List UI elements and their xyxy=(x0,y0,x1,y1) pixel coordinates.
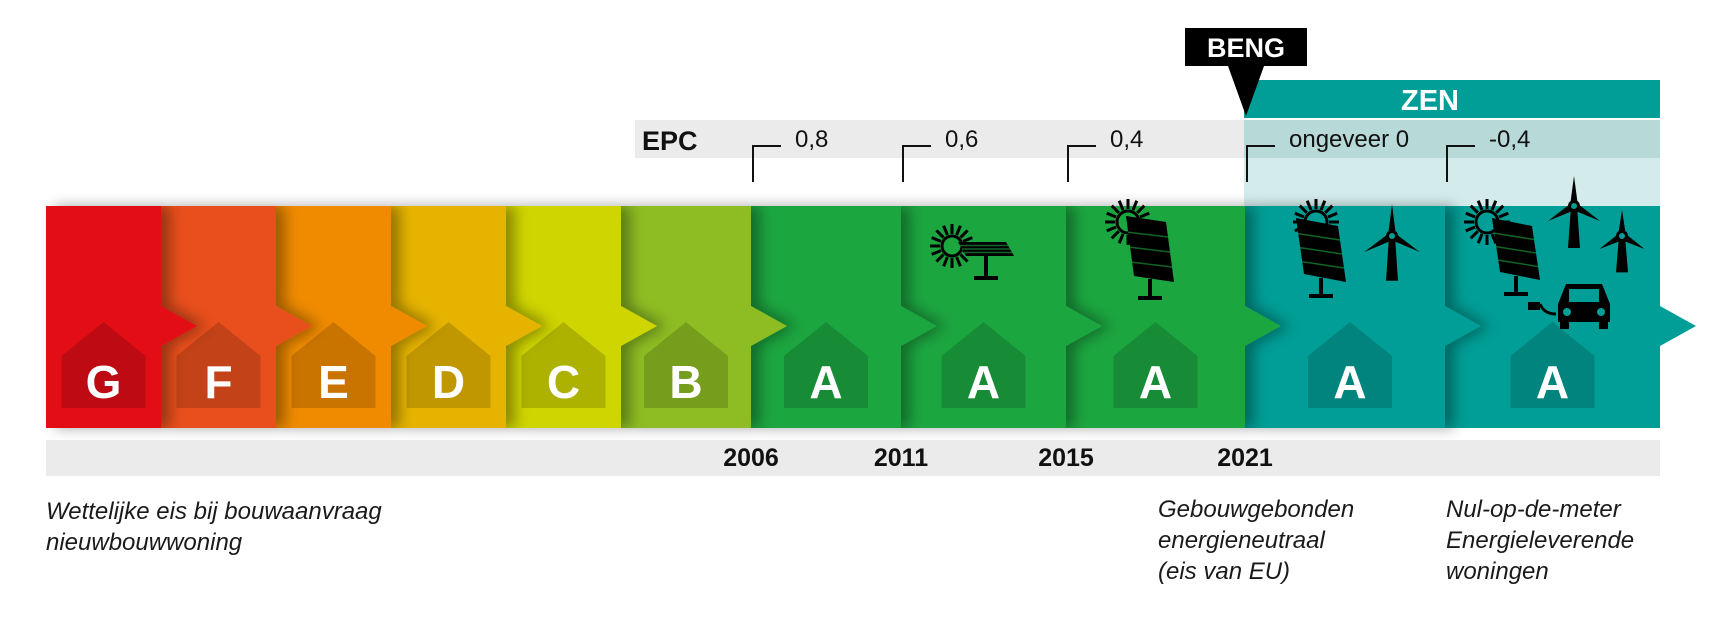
label-letter: F xyxy=(204,356,232,408)
solar-panel-icon xyxy=(1296,218,1346,298)
zen-header xyxy=(1244,80,1660,118)
epc-value: -0,4 xyxy=(1489,126,1530,153)
energy-label-c-4: C xyxy=(506,206,657,428)
label-arrow xyxy=(1066,206,1281,428)
house-icon xyxy=(291,322,376,408)
label-arrow xyxy=(161,206,312,428)
note-right: Nul-op-de-meter Energieleverende woninge… xyxy=(1446,494,1634,587)
energy-label-a-6: A xyxy=(751,206,937,428)
note-right-line-3: woningen xyxy=(1446,558,1549,585)
label-arrow xyxy=(621,206,787,428)
label-letter: B xyxy=(669,356,702,408)
solar-panel-icon xyxy=(958,242,1014,280)
label-letter: A xyxy=(809,356,842,408)
energy-label-b-5: B xyxy=(621,206,787,428)
year-label: 2021 xyxy=(1217,444,1273,472)
solar-panel-icon xyxy=(1492,218,1540,296)
note-left-line-2: nieuwbouwwoning xyxy=(46,529,243,556)
epc-value: 0,6 xyxy=(945,126,978,153)
label-letter: A xyxy=(1139,356,1172,408)
year-labels: 2021 2015 2011 2006 xyxy=(723,444,1273,472)
label-letter: A xyxy=(967,356,1000,408)
year-label: 2011 xyxy=(874,444,928,472)
beng-label: BENG xyxy=(1207,33,1285,63)
house-icon xyxy=(1510,322,1595,408)
epc-tick xyxy=(902,145,931,182)
wind-turbine-icon xyxy=(1548,176,1600,248)
house-icon xyxy=(784,322,868,408)
note-middle-line-2: energieneutraal xyxy=(1158,527,1325,554)
note-right-line-2: Energieleverende xyxy=(1446,527,1635,554)
label-arrow xyxy=(751,206,937,428)
label-letter: A xyxy=(1333,356,1366,408)
year-band xyxy=(46,440,1660,476)
note-right-line-1: Nul-op-de-meter xyxy=(1446,496,1621,523)
house-icon xyxy=(176,322,261,408)
beng-box xyxy=(1185,28,1307,66)
electric-car-icon xyxy=(1528,284,1610,329)
note-middle-line-1: Gebouwgebonden xyxy=(1158,496,1355,523)
epc-ticks: -0,4 ongeveer 0 0,4 0,6 0,8 xyxy=(752,126,1530,182)
house-icon xyxy=(1113,322,1198,408)
house-icon xyxy=(941,322,1026,408)
sun-icon xyxy=(1105,199,1151,245)
house-icon xyxy=(406,322,491,408)
zen-epc-band xyxy=(1244,120,1660,158)
label-arrow xyxy=(46,206,197,428)
epc-label: EPC xyxy=(642,126,698,156)
label-arrow xyxy=(276,206,427,428)
epc-tick xyxy=(752,145,781,182)
energy-label-e-2: E xyxy=(276,206,427,428)
label-letter: D xyxy=(432,356,465,408)
sun-icon xyxy=(1464,199,1510,245)
label-letter: C xyxy=(547,356,580,408)
note-left-line-1: Wettelijke eis bij bouwaanvraag xyxy=(46,498,382,525)
house-icon xyxy=(644,322,728,408)
icons xyxy=(930,176,1645,329)
label-letter: A xyxy=(1536,356,1569,408)
epc-value: 0,8 xyxy=(795,126,828,153)
house-icon xyxy=(1308,322,1392,408)
epc-value: ongeveer 0 xyxy=(1289,126,1409,153)
solar-panel-icon xyxy=(1126,216,1174,300)
beng-pointer xyxy=(1228,66,1264,116)
year-label: 2015 xyxy=(1038,444,1094,472)
zen-light-band xyxy=(1244,158,1660,206)
label-arrow xyxy=(391,206,542,428)
wind-turbine-icon xyxy=(1364,204,1420,281)
energy-label-g-0: G xyxy=(46,206,197,428)
label-letter: E xyxy=(318,356,349,408)
epc-tick xyxy=(1246,145,1275,182)
house-icon xyxy=(61,322,146,408)
house-icon xyxy=(521,322,606,408)
label-arrow xyxy=(506,206,657,428)
label-letter: G xyxy=(86,356,122,408)
note-middle-line-3: (eis van EU) xyxy=(1158,558,1291,585)
year-label: 2006 xyxy=(723,444,779,472)
wind-turbine-icon xyxy=(1599,210,1645,273)
energy-label-f-1: F xyxy=(161,206,312,428)
epc-tick xyxy=(1067,145,1096,182)
epc-tick xyxy=(1446,145,1475,182)
note-middle: Gebouwgebonden energieneutraal (eis van … xyxy=(1158,494,1354,587)
epc-value: 0,4 xyxy=(1110,126,1143,153)
energy-label-d-3: D xyxy=(391,206,542,428)
note-left: Wettelijke eis bij bouwaanvraag nieuwbou… xyxy=(46,496,382,558)
zen-label: ZEN xyxy=(1401,85,1459,117)
energy-label-a-8: A xyxy=(1066,206,1281,428)
